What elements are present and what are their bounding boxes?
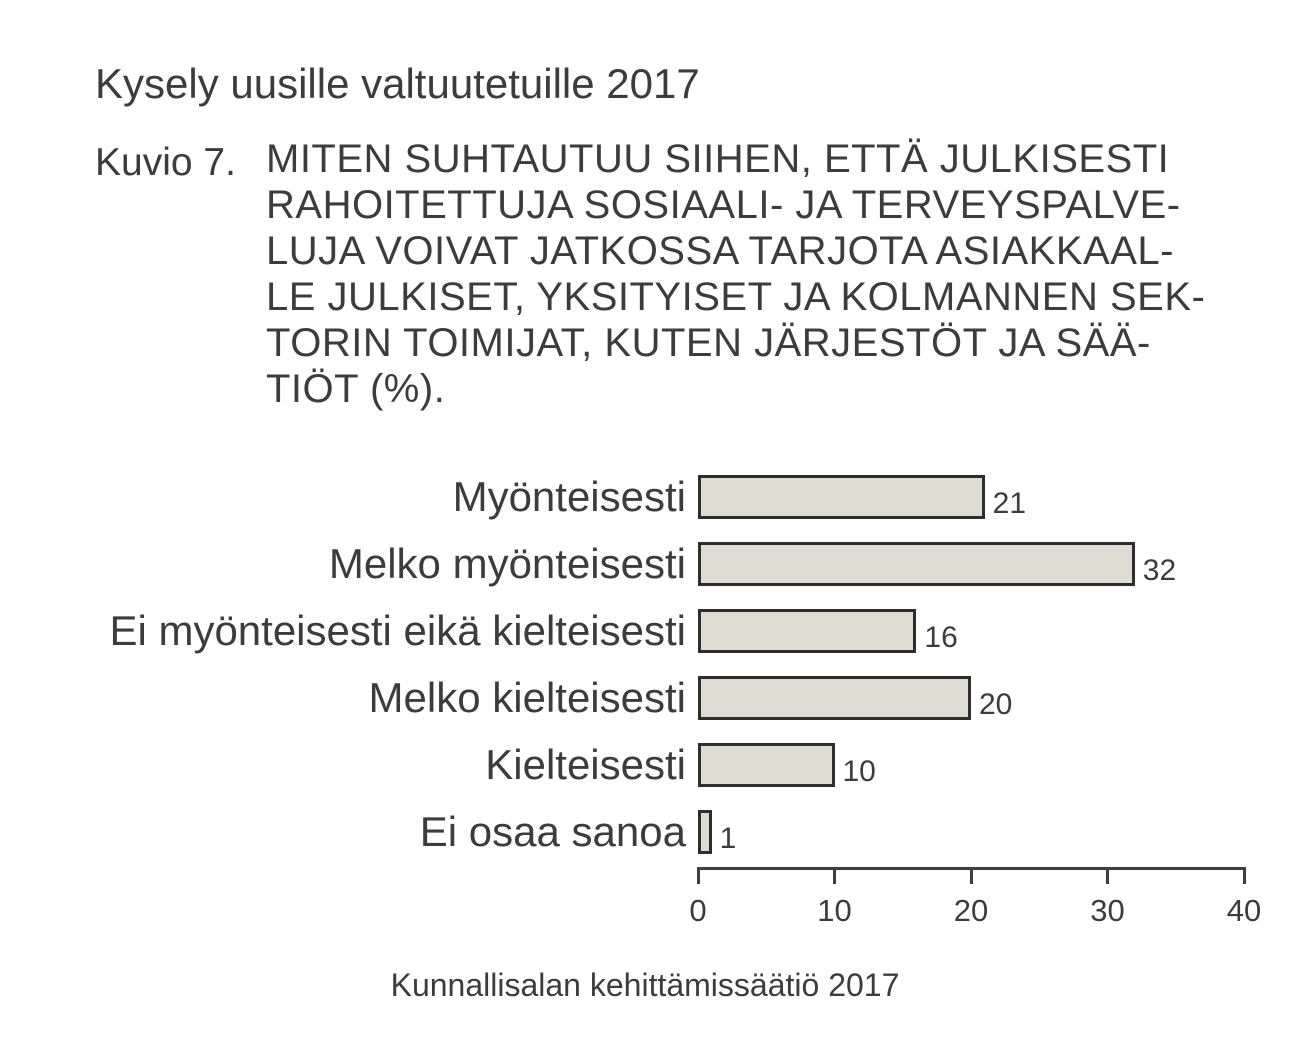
category-label: Melko myönteisesti — [328, 540, 686, 587]
x-axis-tick-label: 10 — [817, 893, 852, 928]
source-credit: Kunnallisalan kehittämissäätiö 2017 — [390, 967, 900, 1003]
bar — [698, 810, 712, 854]
bar — [698, 743, 835, 787]
x-axis-tick-label: 20 — [953, 893, 989, 928]
bar — [698, 676, 971, 720]
bar-value: 32 — [1142, 554, 1177, 587]
x-axis-tick-label: 0 — [689, 893, 707, 928]
category-label: Ei myönteisesti eikä kielteisesti — [109, 607, 686, 654]
figure-caption-line: TORIN TOIMIJAT, KUTEN JÄRJESTÖT JA SÄÄ- — [266, 321, 1151, 365]
x-axis-tick — [1242, 867, 1246, 884]
figure-caption-line: TIÖT (%). — [266, 367, 446, 411]
bar-value: 20 — [979, 688, 1013, 721]
x-axis-tick — [833, 867, 836, 884]
page-title: Kysely uusille valtuutetuille 2017 — [95, 60, 700, 107]
x-axis-tick-label: 40 — [1226, 893, 1262, 928]
figure-caption-line: MITEN SUHTAUTUU SIIHEN, ETTÄ JULKISESTI — [266, 137, 1170, 181]
category-label: Kielteisesti — [485, 741, 686, 788]
bar — [698, 475, 985, 519]
bar-value: 21 — [992, 487, 1027, 520]
x-axis-tick-label: 30 — [1090, 893, 1125, 928]
category-label: Myönteisesti — [452, 473, 686, 520]
bar-value: 10 — [842, 755, 876, 788]
category-label: Ei osaa sanoa — [419, 808, 686, 855]
figure-caption-line: RAHOITETTUJA SOSIAALI- JA TERVEYSPALVE- — [266, 183, 1181, 227]
bar-value: 16 — [924, 621, 958, 654]
bar-value: 1 — [719, 822, 737, 855]
figure-caption: MITEN SUHTAUTUU SIIHEN, ETTÄ JULKISESTI R… — [266, 136, 1205, 412]
figure-label: Kuvio 7. — [95, 141, 236, 184]
figure-caption-line: LE JULKISET, YKSITYISET JA KOLMANNEN SEK… — [266, 275, 1206, 319]
bar — [698, 609, 917, 653]
x-axis-tick — [969, 867, 973, 884]
bar — [698, 542, 1135, 586]
x-axis-tick — [696, 867, 700, 884]
category-label: Melko kielteisesti — [368, 674, 686, 721]
figure-caption-line: LUJA VOIVAT JATKOSSA TARJOTA ASIAKKAAL- — [266, 229, 1174, 273]
x-axis-tick — [1106, 867, 1109, 884]
